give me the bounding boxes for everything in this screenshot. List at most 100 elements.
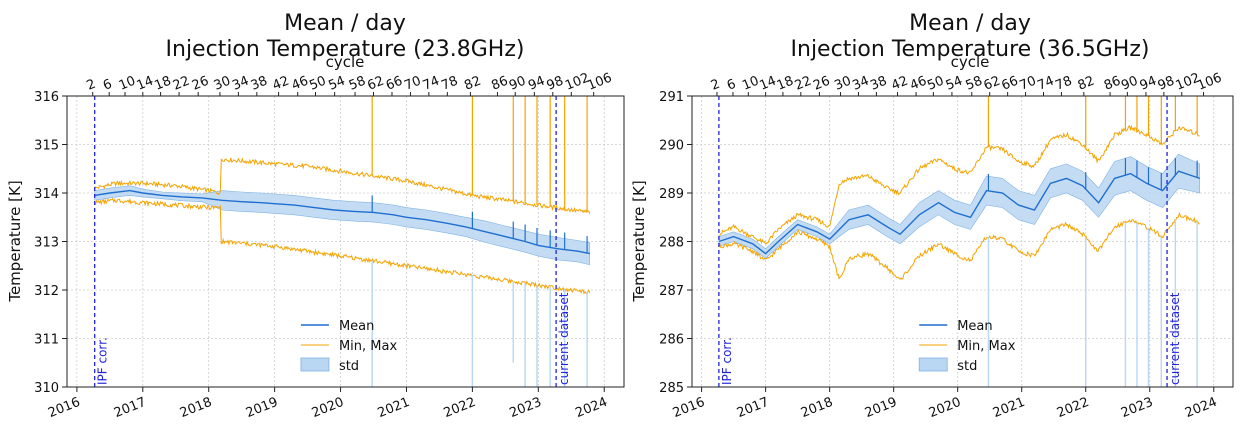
top-tick-label: 10 bbox=[117, 74, 138, 94]
x-tick-label: 2023 bbox=[1119, 395, 1155, 421]
top-tick-label: 66 bbox=[384, 74, 405, 94]
series-min-line bbox=[94, 197, 591, 295]
legend-label-mean: Mean bbox=[957, 319, 992, 334]
y-tick-label: 288 bbox=[659, 236, 684, 251]
top-tick-label: 106 bbox=[586, 71, 615, 94]
chart-title: Mean / day bbox=[284, 11, 406, 36]
top-tick-label: 42 bbox=[270, 74, 291, 94]
top-tick-label: 18 bbox=[152, 74, 173, 94]
x-tick-label: 2019 bbox=[244, 395, 280, 421]
x-tick-label: 2023 bbox=[508, 395, 544, 421]
top-tick-label: 82 bbox=[462, 74, 483, 94]
plot-area bbox=[718, 96, 1200, 387]
top-tick-label: 58 bbox=[964, 74, 985, 94]
x-tick-label: 2018 bbox=[799, 395, 835, 421]
series-mean-line bbox=[718, 170, 1200, 255]
top-tick-label: 66 bbox=[1000, 74, 1021, 94]
top-tick-label: 50 bbox=[307, 74, 328, 94]
top-tick-label: 22 bbox=[793, 74, 814, 94]
top-tick-label: 58 bbox=[347, 74, 368, 94]
chart-panel-right: Mean / day Injection Temperature (36.5GH… bbox=[630, 11, 1234, 421]
x-tick-label: 2019 bbox=[863, 395, 899, 421]
top-tick-label: 62 bbox=[982, 74, 1003, 94]
top-tick-label: 38 bbox=[868, 74, 889, 94]
series-std-band bbox=[94, 185, 590, 266]
vline-label: IPF corr. bbox=[96, 337, 110, 385]
legend-label-std: std bbox=[957, 359, 977, 374]
y-tick-label: 286 bbox=[659, 333, 684, 348]
y-axis-label: Temperature [K] bbox=[630, 180, 648, 302]
vline-label: IPF corr. bbox=[720, 337, 734, 385]
top-tick-label: 34 bbox=[850, 74, 871, 94]
y-tick-label: 291 bbox=[659, 90, 684, 105]
x-tick-label: 2017 bbox=[112, 395, 148, 421]
x-tick-label: 2020 bbox=[310, 395, 346, 421]
top-tick-label: 2 bbox=[709, 77, 722, 94]
top-tick-label: 98 bbox=[545, 74, 566, 94]
top-tick-label: 54 bbox=[327, 74, 348, 94]
top-tick-label: 78 bbox=[439, 74, 460, 94]
legend-label-minmax: Min, Max bbox=[339, 339, 398, 354]
top-tick-label: 106 bbox=[1195, 71, 1224, 94]
top-tick-label: 78 bbox=[1053, 74, 1074, 94]
top-tick-label: 70 bbox=[402, 74, 423, 94]
x-tick-label: 2021 bbox=[376, 395, 412, 421]
y-axis-label: Temperature [K] bbox=[6, 180, 24, 302]
top-tick-label: 2 bbox=[85, 77, 98, 94]
top-tick-label: 94 bbox=[1138, 74, 1159, 94]
legend: Mean Min, Max std bbox=[300, 319, 398, 374]
top-tick-label: 46 bbox=[290, 74, 311, 94]
top-tick-label: 82 bbox=[1076, 74, 1097, 94]
legend-swatch-std bbox=[300, 357, 330, 372]
top-tick-label: 86 bbox=[1102, 74, 1123, 94]
top-tick-label: 42 bbox=[889, 74, 910, 94]
series-max-line bbox=[718, 124, 1200, 245]
top-tick-label: 14 bbox=[758, 74, 779, 94]
top-axis-label: cycle bbox=[951, 53, 990, 71]
x-tick-label: 2020 bbox=[927, 395, 963, 421]
legend: Mean Min, Max std bbox=[918, 319, 1016, 374]
series-min-line bbox=[718, 211, 1200, 280]
y-tick-label: 316 bbox=[34, 90, 59, 105]
top-tick-label: 6 bbox=[101, 77, 114, 94]
top-tick-label: 14 bbox=[135, 74, 156, 94]
chart-title: Mean / day bbox=[909, 11, 1031, 36]
top-tick-label: 38 bbox=[249, 74, 270, 94]
y-tick-label: 289 bbox=[659, 187, 684, 202]
top-tick-label: 30 bbox=[212, 74, 233, 94]
top-tick-label: 26 bbox=[190, 74, 211, 94]
x-tick-label: 2022 bbox=[442, 395, 478, 421]
top-tick-label: 86 bbox=[489, 74, 510, 94]
x-tick-label: 2024 bbox=[573, 395, 609, 421]
top-tick-label: 94 bbox=[526, 74, 547, 94]
series-std-band bbox=[718, 153, 1200, 259]
x-tick-label: 2024 bbox=[1183, 395, 1219, 421]
y-tick-label: 287 bbox=[659, 284, 684, 299]
y-tick-label: 290 bbox=[659, 139, 684, 154]
vline-label: current dataset bbox=[557, 292, 571, 385]
top-tick-label: 10 bbox=[740, 74, 761, 94]
chart-subtitle: Injection Temperature (23.8GHz) bbox=[166, 37, 525, 62]
y-tick-label: 314 bbox=[34, 187, 59, 202]
top-tick-label: 62 bbox=[365, 74, 386, 94]
x-tick-label: 2022 bbox=[1055, 395, 1091, 421]
series-mean-line bbox=[94, 189, 590, 255]
chart-panel-left: Mean / day Injection Temperature (23.8GH… bbox=[6, 11, 625, 421]
x-tick-label: 2021 bbox=[991, 395, 1027, 421]
y-tick-label: 315 bbox=[34, 139, 59, 154]
x-tick-label: 2016 bbox=[671, 395, 707, 421]
y-tick-label: 313 bbox=[34, 236, 59, 251]
y-tick-label: 312 bbox=[34, 284, 59, 299]
top-tick-label: 74 bbox=[421, 74, 442, 94]
top-tick-label: 22 bbox=[171, 74, 192, 94]
legend-label-mean: Mean bbox=[339, 319, 374, 334]
legend-label-minmax: Min, Max bbox=[957, 339, 1016, 354]
x-tick-label: 2018 bbox=[178, 395, 214, 421]
top-axis-label: cycle bbox=[326, 53, 365, 71]
y-tick-label: 285 bbox=[659, 381, 684, 396]
top-tick-label: 34 bbox=[230, 74, 251, 94]
x-tick-label: 2016 bbox=[46, 395, 82, 421]
legend-swatch-std bbox=[918, 357, 948, 372]
